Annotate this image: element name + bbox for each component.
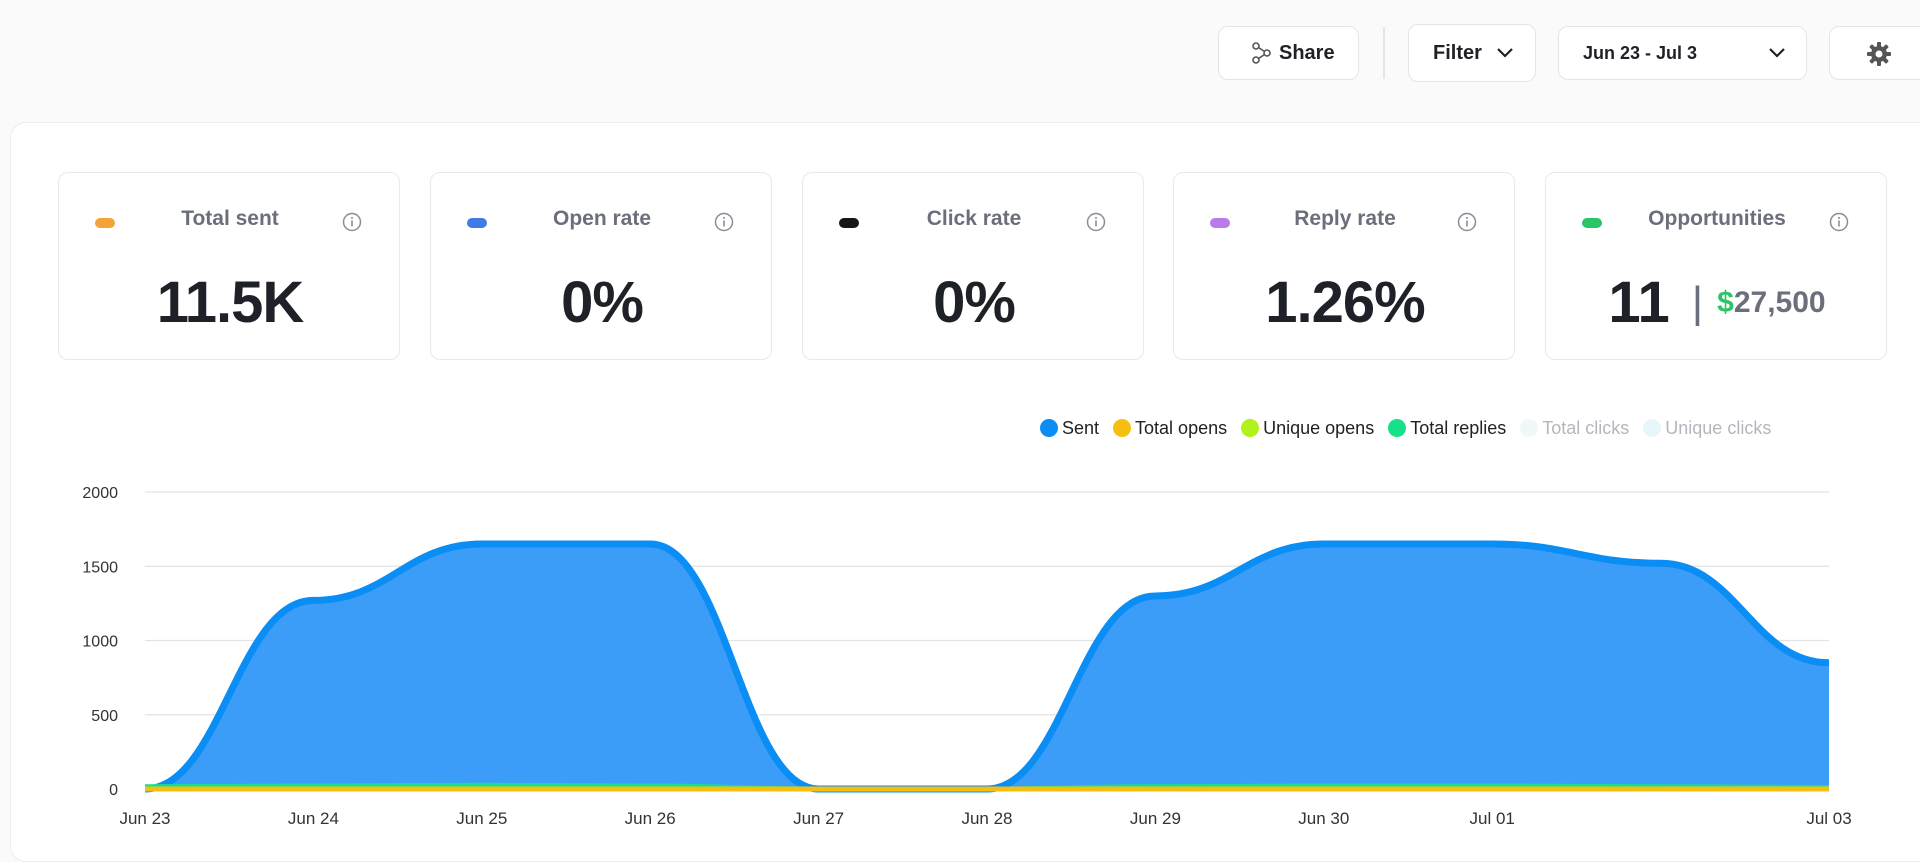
metric-card-open-rate: Open rate 0% <box>430 172 772 360</box>
x-tick-label: Jul 01 <box>1470 809 1515 828</box>
share-icon <box>1251 42 1271 64</box>
chevron-down-icon <box>1496 47 1514 59</box>
y-tick-label: 1000 <box>82 634 118 651</box>
legend-swatch <box>1241 419 1260 437</box>
x-tick-label: Jun 25 <box>456 809 507 828</box>
toolbar-divider <box>1383 27 1385 79</box>
legend-label: Unique clicks <box>1665 417 1772 438</box>
metric-value: 0% <box>561 270 644 335</box>
currency-symbol: $ <box>1717 285 1734 319</box>
legend-label: Total opens <box>1135 417 1228 438</box>
legend-label: Sent <box>1062 417 1100 438</box>
metric-label: Total sent <box>181 207 279 230</box>
info-icon[interactable] <box>1457 212 1477 237</box>
x-tick-label: Jun 26 <box>625 809 676 828</box>
y-tick-label: 2000 <box>82 485 118 502</box>
info-icon[interactable] <box>342 212 362 237</box>
x-tick-label: Jun 30 <box>1298 809 1349 828</box>
metric-card-click-rate: Click rate 0% <box>802 172 1144 360</box>
legend-item-sent[interactable]: Sent <box>1040 418 1099 439</box>
share-button[interactable]: Share <box>1218 26 1359 80</box>
x-tick-label: Jun 24 <box>288 809 339 828</box>
metric-card-opportunities: Opportunities 11 | $ 27,500 <box>1545 172 1887 360</box>
y-tick-label: 1500 <box>82 559 118 576</box>
series-color-dot <box>1210 218 1230 228</box>
x-tick-label: Jul 03 <box>1806 809 1851 828</box>
filter-button[interactable]: Filter <box>1408 24 1536 82</box>
y-tick-label: 0 <box>109 782 118 799</box>
opportunities-count: 11 <box>1608 270 1670 335</box>
legend-item-total-replies[interactable]: Total replies <box>1388 418 1506 439</box>
legend-swatch <box>1643 419 1662 437</box>
x-tick-label: Jun 27 <box>793 809 844 828</box>
date-range-select[interactable]: Jun 23 - Jul 3 <box>1558 26 1807 80</box>
toolbar: Share Filter Jun 23 - Jul 3 <box>0 0 1920 100</box>
info-icon[interactable] <box>714 212 734 237</box>
legend-swatch <box>1388 419 1407 437</box>
legend-item-total-clicks[interactable]: Total clicks <box>1520 418 1629 439</box>
metric-value: 11.5K <box>156 270 305 335</box>
metric-value: 1.26% <box>1265 270 1425 335</box>
metric-label: Opportunities <box>1648 207 1786 230</box>
y-tick-label: 500 <box>91 708 118 725</box>
chart-legend: Sent Total opens Unique opens Total repl… <box>1040 416 1785 440</box>
metric-label: Click rate <box>926 207 1022 230</box>
info-icon[interactable] <box>1086 212 1106 237</box>
metric-value-group: 11 | $ 27,500 <box>1546 269 1888 336</box>
metric-value: 0% <box>933 270 1016 335</box>
series-color-dot <box>1582 218 1602 228</box>
chevron-down-icon <box>1768 47 1786 59</box>
series-color-dot <box>467 218 487 228</box>
legend-swatch <box>1520 419 1539 437</box>
metric-label: Reply rate <box>1294 207 1396 230</box>
opportunities-amount: 27,500 <box>1733 285 1826 319</box>
legend-label: Unique opens <box>1263 417 1375 438</box>
metric-card-reply-rate: Reply rate 1.26% <box>1173 172 1515 360</box>
series-color-dot <box>95 218 115 228</box>
filter-label: Filter <box>1433 41 1482 64</box>
legend-swatch <box>1113 419 1132 437</box>
settings-button[interactable] <box>1829 26 1920 80</box>
metric-label: Open rate <box>552 207 652 230</box>
x-tick-label: Jun 28 <box>961 809 1012 828</box>
legend-label: Total replies <box>1410 417 1507 438</box>
sent-area-fill <box>145 543 1829 789</box>
x-tick-label: Jun 23 <box>119 809 170 828</box>
share-label: Share <box>1279 41 1335 64</box>
legend-item-unique-opens[interactable]: Unique opens <box>1241 418 1374 439</box>
legend-swatch <box>1040 419 1058 437</box>
series-color-dot <box>839 218 859 228</box>
value-separator: | <box>1691 277 1704 327</box>
legend-item-unique-clicks[interactable]: Unique clicks <box>1643 418 1771 439</box>
metric-card-total-sent: Total sent 11.5K <box>58 172 400 360</box>
legend-item-total-opens[interactable]: Total opens <box>1113 418 1227 439</box>
info-icon[interactable] <box>1829 212 1849 237</box>
date-range-label: Jun 23 - Jul 3 <box>1583 42 1698 63</box>
gear-icon <box>1866 41 1892 67</box>
legend-label: Total clicks <box>1542 417 1630 438</box>
x-tick-label: Jun 29 <box>1130 809 1181 828</box>
